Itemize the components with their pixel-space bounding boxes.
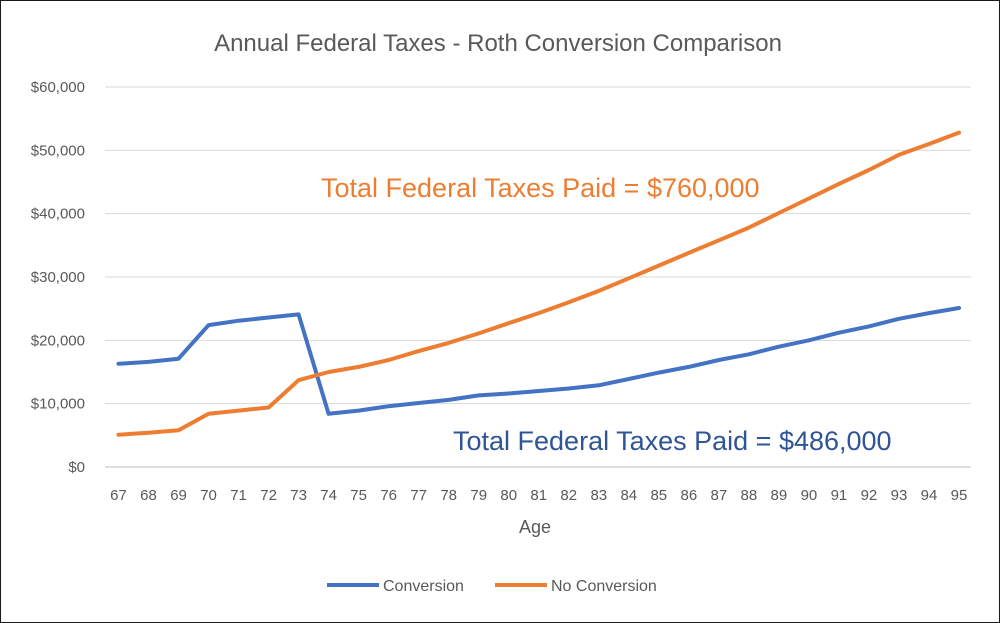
chart-title: Annual Federal Taxes - Roth Conversion C… [214,30,782,57]
series-line-conversion [116,306,961,416]
x-axis-ticks: 67 68 69 70 71 72 73 74 75 76 77 78 79 80 81 82 83 84 85 86… [110,487,967,504]
legend-label-conversion: Conversion [383,578,464,595]
x-tick-label: 75 [350,487,367,504]
y-tick-label: $20,000 [31,332,85,349]
x-tick-label: 81 [530,487,547,504]
y-axis-ticks: $0 $10,000 $20,000 $30,000 $40,000 $50,000 $60… [31,79,85,476]
legend: Conversion No Conversion [327,578,657,595]
x-tick-label: 71 [230,487,247,504]
x-tick-label: 83 [590,487,607,504]
x-tick-label: 74 [320,487,337,504]
x-tick-label: 73 [290,487,307,504]
y-tick-label: $30,000 [31,269,85,286]
y-tick-label: $10,000 [31,396,85,413]
x-tick-label: 79 [470,487,487,504]
annotation-conversion-total: Total Federal Taxes Paid = $486,000 [453,426,892,456]
x-tick-label: 67 [110,487,127,504]
y-tick-label: $60,000 [31,79,85,96]
x-tick-label: 69 [170,487,187,504]
x-tick-label: 90 [801,487,818,504]
legend-label-no-conversion: No Conversion [551,578,657,595]
x-tick-label: 70 [200,487,217,504]
x-tick-label: 68 [140,487,157,504]
x-tick-label: 72 [260,487,277,504]
x-tick-label: 80 [500,487,517,504]
x-tick-label: 77 [410,487,427,504]
gridlines [105,86,971,468]
y-tick-label: $50,000 [31,142,85,159]
y-tick-label: $0 [68,459,85,476]
x-tick-label: 76 [380,487,397,504]
x-tick-label: 91 [831,487,848,504]
x-axis-title: Age [519,517,551,537]
x-tick-label: 88 [741,487,758,504]
annotation-no-conversion-total: Total Federal Taxes Paid = $760,000 [321,173,760,203]
x-tick-label: 89 [771,487,788,504]
x-tick-label: 85 [650,487,667,504]
x-tick-label: 87 [711,487,728,504]
x-tick-label: 95 [951,487,968,504]
x-tick-label: 78 [440,487,457,504]
series-line-no-conversion [116,130,961,437]
x-tick-label: 92 [861,487,878,504]
series-lines [116,130,961,437]
x-tick-label: 84 [620,487,637,504]
y-tick-label: $40,000 [31,206,85,223]
x-tick-label: 86 [680,487,697,504]
x-tick-label: 82 [560,487,577,504]
x-tick-label: 93 [891,487,908,504]
x-tick-label: 94 [921,487,938,504]
